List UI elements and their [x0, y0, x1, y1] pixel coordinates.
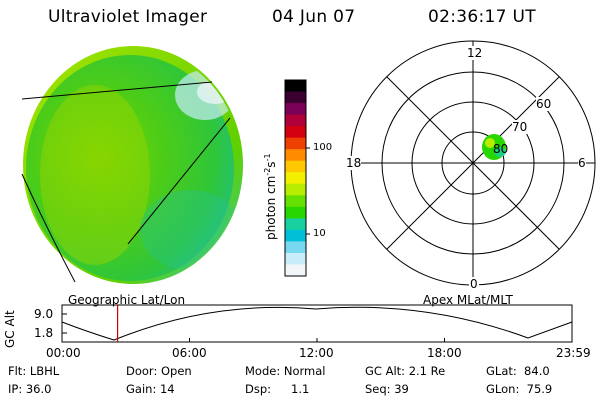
instrument-title: Ultraviolet Imager	[48, 7, 208, 27]
colorbar-swatch	[285, 241, 306, 254]
mlt-label-6: 6	[578, 156, 586, 170]
time-label: 02:36:17 UT	[428, 7, 536, 27]
colorbar-swatch	[285, 149, 306, 162]
timeline-ylabel: GC Alt	[3, 310, 17, 348]
altitude-curve	[61, 306, 573, 341]
colorbar-swatch	[285, 172, 306, 185]
timeline-xtick-label: 06:00	[172, 346, 207, 360]
mlt-label-12: 12	[466, 46, 484, 60]
colorbar-swatch	[285, 195, 306, 208]
date-label: 04 Jun 07	[272, 7, 356, 27]
timeline-ytick-label: 9.0	[34, 307, 54, 321]
colorbar-swatch	[285, 264, 306, 277]
grid-line	[21, 81, 213, 100]
colorbar	[285, 80, 306, 277]
aurora-spot	[482, 134, 506, 160]
colorbar-swatch	[285, 252, 306, 266]
colorbar-swatch	[285, 206, 306, 219]
colorbar-swatch	[285, 218, 306, 231]
colorbar-swatch	[285, 103, 306, 116]
timeline-left-label: Geographic Lat/Lon	[68, 293, 186, 307]
uv-image-disk	[21, 46, 243, 284]
timeline-xtick-label: 12:00	[299, 346, 334, 360]
colorbar-label: photon cm-2s-1	[263, 153, 278, 240]
gain-readout: Gain: 14	[126, 382, 175, 396]
timeline-ytick-label: 1.8	[34, 326, 54, 340]
colorbar-tick-label: 100	[313, 142, 333, 153]
seq-readout: Seq: 39	[365, 382, 409, 396]
colorbar-swatch	[285, 137, 306, 150]
colorbar-swatch	[285, 91, 306, 104]
colorbar-swatch	[285, 160, 306, 173]
dsp-readout: Dsp: 1.1	[245, 382, 310, 396]
mlt-label-0: 0	[469, 277, 479, 291]
timeline-frame	[61, 304, 573, 343]
lat-label-70: 70	[512, 120, 528, 134]
colorbar-swatch	[285, 183, 306, 196]
colorbar-swatch	[285, 229, 306, 243]
glat-readout: GLat: 84.0	[486, 364, 550, 378]
lat-label-60: 60	[536, 97, 552, 111]
ip-readout: IP: 36.0	[8, 382, 52, 396]
timeline-xtick-label: 00:00	[46, 346, 81, 360]
colorbar-swatch	[285, 126, 306, 139]
timeline-xtick-label: 18:00	[427, 346, 462, 360]
timeline-right-label: Apex MLat/MLT	[423, 293, 513, 307]
colorbar-frame	[284, 79, 307, 277]
door-readout: Door: Open	[126, 364, 192, 378]
colorbar-swatch	[285, 80, 306, 93]
polar-dial	[350, 40, 596, 286]
filter-readout: Flt: LBHL	[8, 364, 60, 378]
mode-readout: Mode: Normal	[245, 364, 326, 378]
timeline-xtick-label: 23:59	[556, 346, 591, 360]
glon-readout: GLon: 75.9	[486, 382, 553, 396]
colorbar-swatch	[285, 114, 306, 127]
lat-label-80: 80	[493, 142, 509, 156]
colorbar-tick-label: 10	[313, 228, 326, 239]
grid-line	[21, 173, 76, 283]
timeline-xticks	[61, 338, 573, 342]
mlt-label-18: 18	[346, 156, 362, 170]
grid-line	[127, 117, 231, 245]
gc-alt-readout: GC Alt: 2.1 Re	[365, 364, 446, 378]
